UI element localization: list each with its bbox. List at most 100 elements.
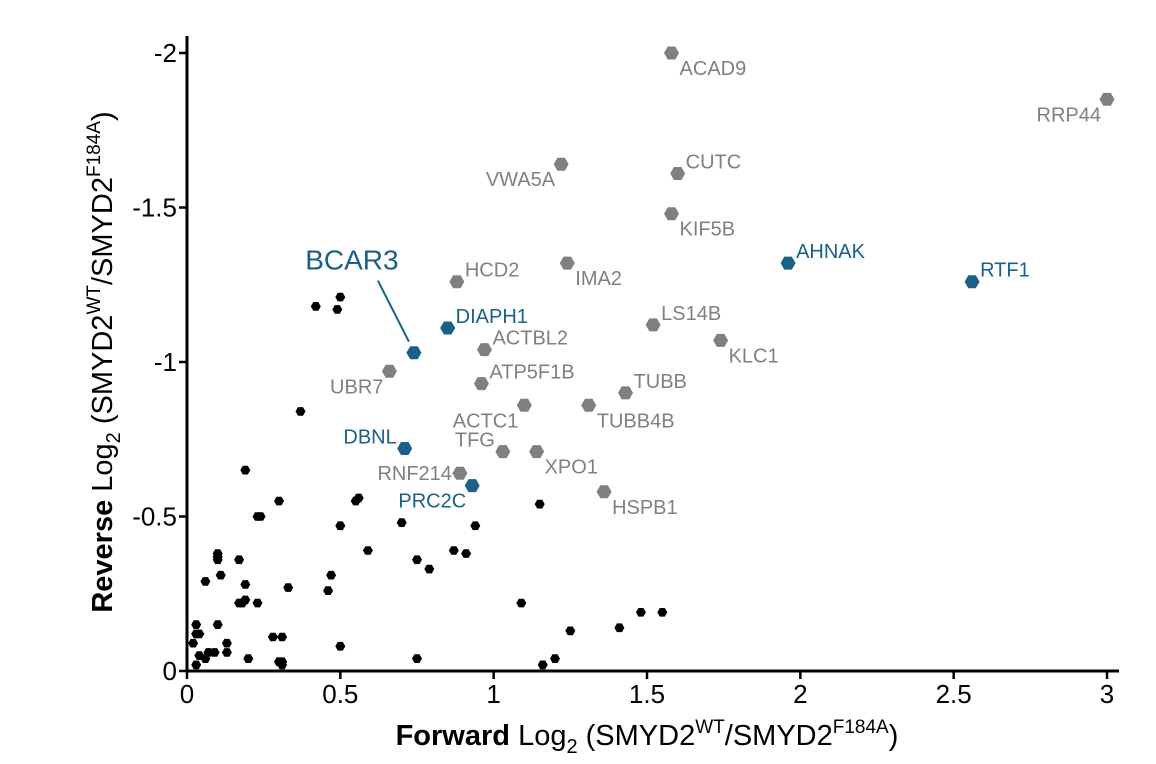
- y-tick-label: -1: [154, 347, 177, 377]
- label-actc1: ACTC1: [453, 410, 519, 432]
- background-point: [267, 632, 278, 642]
- label-atp5f1b: ATP5F1B: [489, 362, 574, 384]
- background-point: [362, 546, 373, 555]
- point-hcd2: [449, 275, 465, 289]
- label-rrp44: RRP44: [1037, 104, 1101, 126]
- label-actbl2: ACTBL2: [492, 328, 568, 350]
- background-point: [565, 626, 576, 636]
- background-point: [323, 586, 334, 595]
- y-tick-label: -0.5: [132, 502, 177, 532]
- label-tfg: TFG: [455, 430, 495, 452]
- background-point: [295, 407, 306, 416]
- label-tubb: TUBB: [634, 371, 687, 393]
- point-ls14b: [645, 318, 661, 332]
- label-klc1: KLC1: [729, 345, 779, 367]
- x-axis-title: Forward Log2 (SMYD2WT/SMYD2F184A): [396, 717, 899, 758]
- background-point: [283, 583, 294, 592]
- background-point: [243, 654, 254, 663]
- point-ahnak: [780, 256, 796, 270]
- background-point: [191, 620, 202, 629]
- background-point: [326, 570, 337, 580]
- background-point: [335, 641, 346, 651]
- background-point: [274, 496, 284, 506]
- point-xpo1: [529, 445, 545, 459]
- background-point: [310, 302, 321, 311]
- label-hcd2: HCD2: [465, 260, 519, 282]
- point-vwa5a: [553, 157, 569, 171]
- label-prc2c: PRC2C: [398, 491, 466, 513]
- background-point: [534, 499, 545, 509]
- labeled-points: ACAD9 RRP44 CUTC VWA5A KIF5B AHNAK RTF1 HCD2 IMA…: [305, 46, 1115, 519]
- background-point: [200, 654, 211, 663]
- label-tubb4b: TUBB4B: [597, 410, 675, 432]
- label-xpo1: XPO1: [545, 457, 598, 479]
- background-point: [221, 648, 232, 657]
- background-point: [461, 549, 472, 558]
- background-points: [188, 292, 668, 670]
- background-point: [350, 496, 361, 506]
- background-point: [255, 512, 266, 521]
- x-tick-label: 0.5: [322, 679, 358, 709]
- background-point: [221, 638, 232, 648]
- background-point: [215, 570, 226, 580]
- label-cutc: CUTC: [686, 152, 742, 174]
- point-prc2c: [464, 479, 480, 493]
- point-atp5f1b: [473, 377, 489, 391]
- background-point: [240, 465, 251, 475]
- background-point: [277, 660, 288, 670]
- x-tick-label: 2: [793, 679, 807, 709]
- background-point: [200, 577, 211, 586]
- callout-line: [377, 280, 410, 343]
- background-point: [396, 518, 407, 527]
- point-tfg: [495, 445, 511, 459]
- point-tubb4b: [581, 398, 597, 412]
- y-tick-label: 0: [163, 656, 177, 686]
- axes: [179, 36, 1119, 679]
- label-hspb1: HSPB1: [612, 497, 678, 519]
- background-point: [516, 598, 527, 608]
- label-dbnl: DBNL: [343, 427, 396, 449]
- label-vwa5a: VWA5A: [486, 169, 556, 191]
- background-point: [335, 292, 346, 302]
- label-rtf1: RTF1: [980, 260, 1030, 282]
- label-ls14b: LS14B: [661, 303, 721, 325]
- tick-labels: 0 0.5 1 1.5 2 2.5 3 0 -0.5 -1 -1.5 -2: [132, 38, 1114, 709]
- point-cutc: [670, 167, 686, 180]
- label-kif5b: KIF5B: [680, 219, 736, 241]
- y-tick-label: -2: [154, 38, 177, 68]
- point-rrp44: [1099, 92, 1115, 106]
- point-tubb: [618, 386, 633, 400]
- background-point: [657, 608, 668, 617]
- background-point: [335, 521, 346, 531]
- y-axis-title: Reverse Log2 (SMYD2WT/SMYD2F184A): [84, 111, 125, 612]
- background-point: [614, 623, 625, 633]
- point-klc1: [713, 333, 729, 347]
- point-acad9: [664, 46, 679, 60]
- background-point: [412, 654, 422, 663]
- background-point: [212, 620, 223, 629]
- label-diaph1: DIAPH1: [456, 306, 528, 328]
- background-point: [635, 608, 646, 617]
- background-point: [470, 521, 481, 531]
- point-rnf214: [452, 466, 468, 480]
- background-point: [412, 555, 422, 565]
- label-acad9: ACAD9: [680, 58, 747, 80]
- background-point: [240, 580, 251, 589]
- point-rtf1: [964, 275, 980, 289]
- point-bcar3: [406, 346, 422, 360]
- background-point: [212, 555, 223, 565]
- point-actbl2: [477, 343, 492, 357]
- label-ahnak: AHNAK: [796, 241, 866, 263]
- point-actc1: [516, 398, 532, 412]
- label-ima2: IMA2: [575, 268, 622, 290]
- background-point: [237, 598, 248, 608]
- point-hspb1: [596, 485, 612, 499]
- background-point: [424, 564, 435, 574]
- background-point: [332, 305, 343, 314]
- point-dbnl: [397, 442, 413, 455]
- background-point: [209, 648, 220, 657]
- x-tick-label: 2.5: [936, 679, 972, 709]
- x-tick-label: 0: [180, 679, 194, 709]
- background-point: [188, 638, 199, 648]
